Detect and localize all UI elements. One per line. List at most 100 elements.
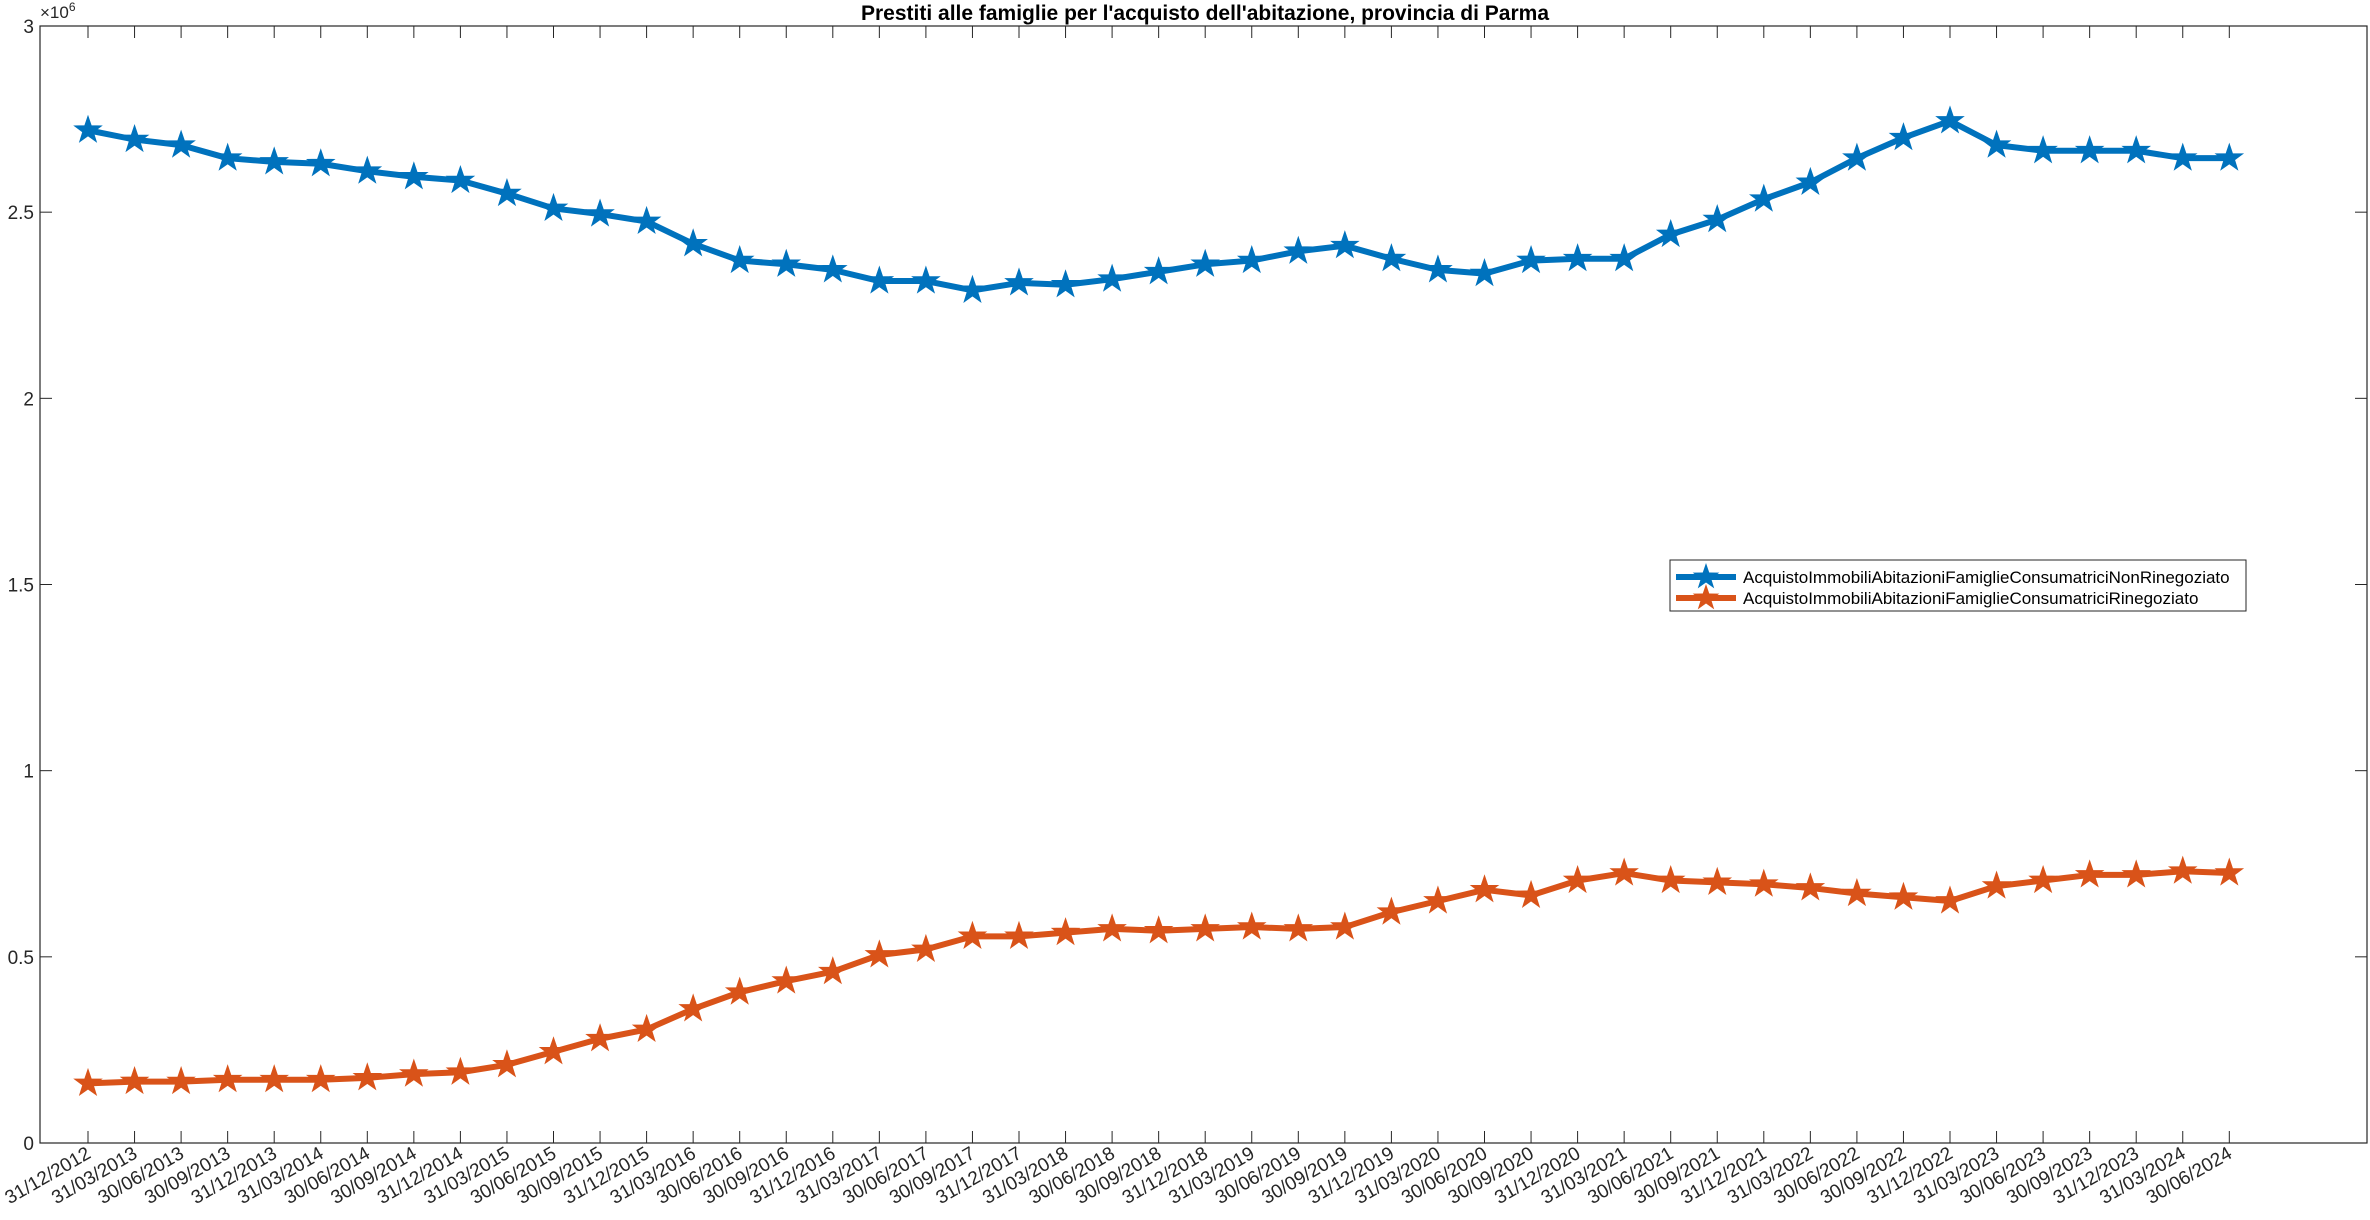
data-point [1655,864,1686,894]
data-point [73,114,103,143]
series-1 [73,105,2245,303]
data-point [818,956,848,985]
data-point [1423,885,1453,914]
data-point [212,1064,243,1093]
data-point [352,155,383,184]
data-point [1888,122,1919,151]
data-point [1702,866,1733,895]
data-point [771,248,802,277]
data-point [818,254,848,283]
y-axis: 0 0.5 1 1.5 2 2.5 3 [8,17,2367,1155]
data-point [1795,166,1826,195]
data-point [957,920,988,949]
data-point [585,1023,615,1052]
data-point [2167,142,2198,171]
data-point [2074,859,2105,888]
data-point [1190,248,1220,277]
data-point [724,976,755,1005]
data-point [445,1056,476,1085]
data-point [1981,129,2012,158]
data-point [1097,913,1127,942]
legend-label: AcquistoImmobiliAbitazioniFamiglieConsum… [1743,589,2198,608]
data-point [538,192,569,222]
data-point [1516,245,1546,274]
data-point [1842,877,1872,907]
data-point [864,265,895,294]
data-point [1702,204,1733,233]
data-point [2121,135,2151,164]
data-point [1004,920,1034,949]
data-point [957,274,988,303]
data-point [2028,135,2058,164]
data-point [2121,859,2151,888]
data-point [212,142,243,171]
y-tick-label: 0 [23,1134,34,1155]
data-point [1330,230,1360,259]
data-point [1562,243,1593,272]
data-point [1749,183,1779,212]
data-point [1376,243,1407,272]
data-point [1143,256,1174,285]
data-point [1097,263,1127,292]
chart-title: Prestiti alle famiglie per l'acquisto de… [861,2,1549,25]
data-point [2214,857,2245,886]
data-point [1330,911,1360,940]
data-point [352,1062,383,1091]
data-point [305,148,336,177]
legend: AcquistoImmobiliAbitazioniFamiglieConsum… [1669,559,2247,612]
legend-marker [1692,584,1720,610]
y-tick-label: 3 [23,17,34,38]
legend-label: AcquistoImmobiliAbitazioniFamiglieConsum… [1743,568,2230,587]
data-point [911,933,941,962]
data-point [1283,235,1314,264]
data-point [399,161,429,190]
data-point [1935,885,1965,914]
data-point [1050,269,1081,298]
legend-box [1669,559,2247,612]
data-point [259,146,289,175]
y-tick-label: 2.5 [8,203,34,224]
data-point [1795,872,1826,901]
data-point [1190,913,1220,942]
data-point [2167,855,2198,884]
data-point [2028,864,2058,894]
legend-marker [1692,563,1720,589]
series-2 [73,855,2245,1097]
legend-entry: AcquistoImmobiliAbitazioniFamiglieConsum… [1676,563,2230,589]
data-point [1143,915,1174,944]
data-point [771,965,802,994]
data-point [1609,857,1639,886]
data-point [1283,913,1314,942]
data-point [2074,135,2105,164]
data-point [166,1066,196,1095]
data-point [538,1036,569,1065]
data-point [724,245,755,274]
svg-text:×106: ×106 [40,0,76,22]
data-point [492,177,522,207]
data-point [1842,142,1872,171]
data-point [399,1058,429,1087]
data-point [1469,258,1500,287]
data-point [1004,267,1034,296]
data-point [1888,881,1919,910]
data-point [1749,868,1779,897]
data-point [631,205,662,235]
data-point [305,1064,336,1093]
data-point [585,198,615,227]
data-point [492,1049,522,1078]
data-point [1609,243,1639,272]
data-point [2214,142,2245,171]
data-point [445,164,476,194]
data-point [678,228,708,257]
data-point [259,1064,289,1093]
y-tick-label: 0.5 [8,948,34,969]
data-point [1981,870,2012,899]
data-point [1469,874,1500,903]
series-layer [73,105,2245,1097]
data-point [73,1067,103,1097]
data-point [864,939,895,968]
data-point [1236,245,1267,274]
data-point [1236,911,1267,940]
y-tick-label: 2 [23,389,34,410]
